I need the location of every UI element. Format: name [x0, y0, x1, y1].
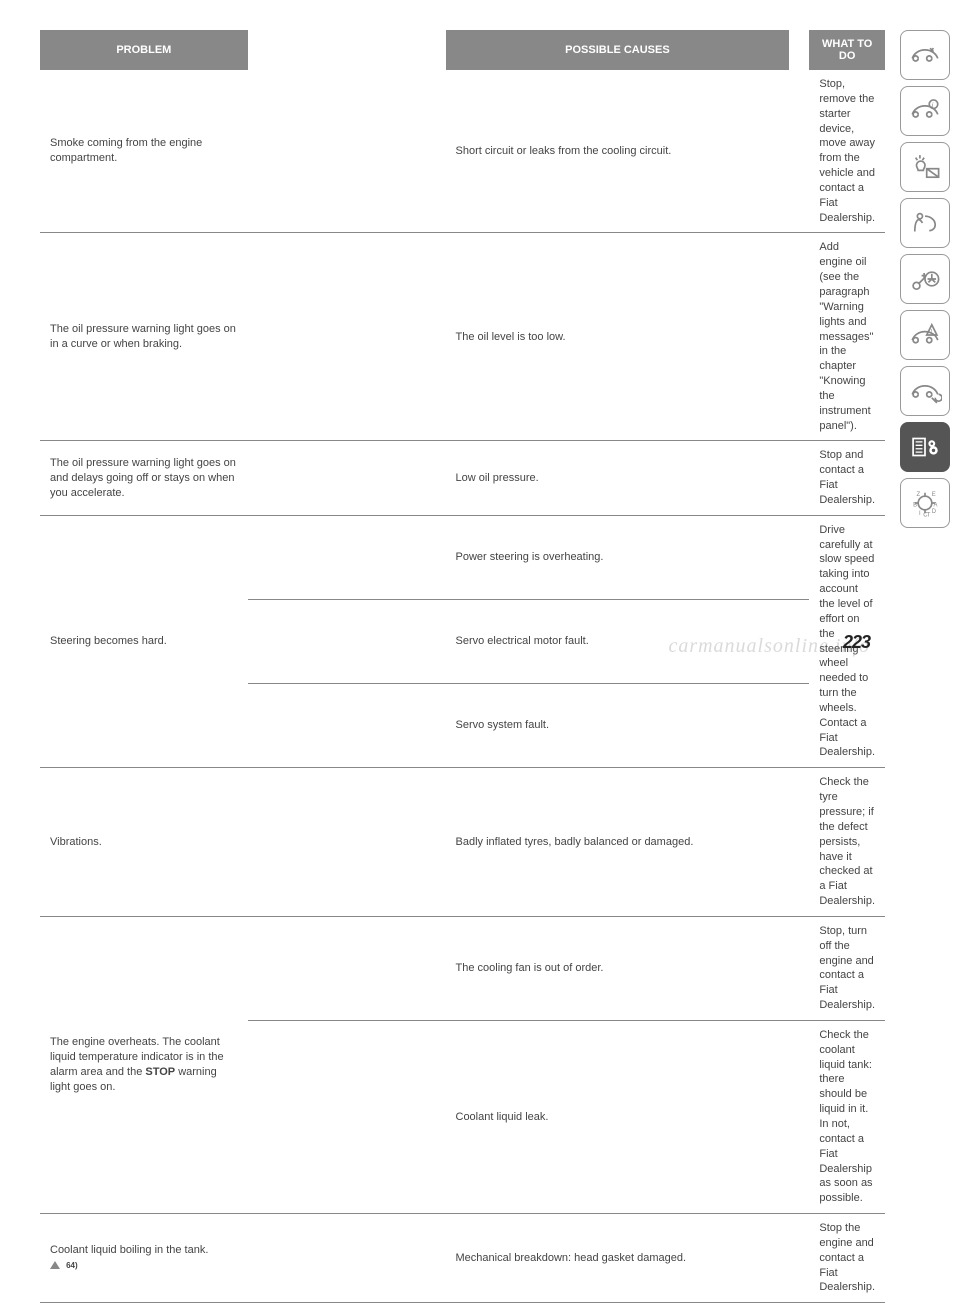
cell-problem: Vibrations.	[40, 768, 248, 917]
cell-cause: Badly inflated tyres, badly balanced or …	[446, 768, 790, 917]
cell-action: Check the coolant liquid tank: there sho…	[809, 1020, 885, 1213]
table-row: Vibrations. Badly inflated tyres, badly …	[40, 768, 885, 917]
header-causes: POSSIBLE CAUSES	[446, 30, 790, 70]
cell-problem: The oil pressure warning light goes on i…	[40, 233, 248, 441]
cell-cause: The oil level is too low.	[446, 233, 790, 441]
cell-action: Check the tyre pressure; if the defect p…	[809, 768, 885, 917]
header-problem: PROBLEM	[40, 30, 248, 70]
cell-problem-text: Coolant liquid boiling in the tank.	[50, 1244, 208, 1256]
cell-cause: Mechanical breakdown: head gasket damage…	[446, 1214, 790, 1303]
table-row: The oil pressure warning light goes on a…	[40, 441, 885, 515]
tab-inspect[interactable]	[900, 30, 950, 80]
cell-cause: Power steering is overheating.	[446, 515, 790, 599]
header-gap	[789, 30, 809, 70]
cell-action: Stop, turn off the engine and contact a …	[809, 916, 885, 1020]
svg-text:E: E	[932, 492, 936, 498]
watermark: carmanualsonline.info	[668, 635, 870, 658]
svg-text:Z: Z	[917, 492, 921, 498]
cell-problem: The engine overheats. The coolant liquid…	[40, 916, 248, 1213]
tab-key[interactable]	[900, 254, 950, 304]
warning-triangle-icon	[50, 1261, 60, 1269]
svg-text:A: A	[934, 502, 938, 508]
cell-cause: Low oil pressure.	[446, 441, 790, 515]
sidebar-tabs: i ! ZEBAICDT	[900, 30, 960, 1303]
header-gap	[248, 30, 446, 70]
table-row: Coolant liquid boiling in the tank. 64) …	[40, 1214, 885, 1303]
cell-action: Stop, remove the starter device, move aw…	[809, 70, 885, 233]
cell-cause: Coolant liquid leak.	[446, 1020, 790, 1213]
tab-airbag[interactable]	[900, 198, 950, 248]
tab-index[interactable]: ZEBAICDT	[900, 478, 950, 528]
table-row: The engine overheats. The coolant liquid…	[40, 916, 885, 1020]
cell-cause: The cooling fan is out of order.	[446, 916, 790, 1020]
cell-problem: Coolant liquid boiling in the tank. 64)	[40, 1214, 248, 1303]
tab-lights[interactable]	[900, 142, 950, 192]
svg-text:D: D	[932, 509, 936, 515]
table-row: Steering becomes hard. Power steering is…	[40, 515, 885, 599]
cell-action: Add engine oil (see the paragraph "Warni…	[809, 233, 885, 441]
page-number: 223	[843, 632, 870, 653]
cell-problem: Steering becomes hard.	[40, 515, 248, 768]
troubleshooting-table: PROBLEM POSSIBLE CAUSES WHAT TO DO Smoke…	[40, 30, 885, 1303]
cell-cause: Short circuit or leaks from the cooling …	[446, 70, 790, 233]
cell-problem: The oil pressure warning light goes on a…	[40, 441, 248, 515]
footnote-number: 64)	[66, 1261, 78, 1270]
cell-action: Stop the engine and contact a Fiat Deale…	[809, 1214, 885, 1303]
header-action: WHAT TO DO	[809, 30, 885, 70]
tab-info[interactable]: i	[900, 86, 950, 136]
svg-text:T: T	[927, 513, 931, 519]
tab-emergency[interactable]: !	[900, 310, 950, 360]
tab-specs[interactable]	[900, 422, 950, 472]
svg-text:I: I	[919, 511, 921, 517]
cell-action: Stop and contact a Fiat Dealership.	[809, 441, 885, 515]
table-row: Smoke coming from the engine compartment…	[40, 70, 885, 233]
cell-cause: Servo system fault.	[446, 684, 790, 768]
table-row: The oil pressure warning light goes on i…	[40, 233, 885, 441]
tab-service[interactable]	[900, 366, 950, 416]
cell-problem: Smoke coming from the engine compartment…	[40, 70, 248, 233]
svg-text:B: B	[913, 502, 917, 508]
